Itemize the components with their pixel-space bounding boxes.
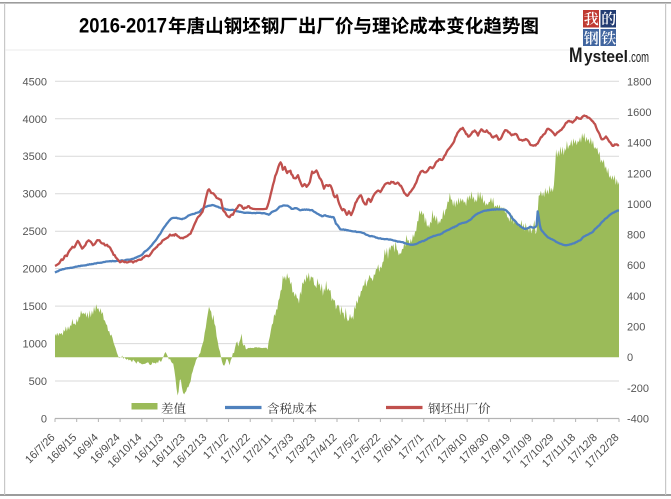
svg-text:4500: 4500 <box>23 76 47 88</box>
svg-text:3500: 3500 <box>23 151 47 163</box>
svg-text:2016-2017: 2016-2017 <box>79 14 167 38</box>
svg-text:-400: -400 <box>627 414 649 426</box>
svg-text:1000: 1000 <box>23 339 47 351</box>
svg-text:3000: 3000 <box>23 189 47 201</box>
svg-text:1600: 1600 <box>627 107 651 119</box>
svg-text:2500: 2500 <box>23 226 47 238</box>
svg-text:1500: 1500 <box>23 301 47 313</box>
svg-text:1200: 1200 <box>627 168 651 180</box>
svg-text:600: 600 <box>627 260 645 272</box>
svg-text:M: M <box>569 44 583 67</box>
svg-text:4000: 4000 <box>23 114 47 126</box>
svg-text:800: 800 <box>627 230 645 242</box>
svg-text:2000: 2000 <box>23 264 47 276</box>
svg-text:ysteel: ysteel <box>584 48 628 66</box>
svg-text:1000: 1000 <box>627 199 651 211</box>
svg-text:200: 200 <box>627 322 645 334</box>
svg-text:-200: -200 <box>627 383 649 395</box>
svg-text:.com: .com <box>629 49 650 66</box>
svg-text:0: 0 <box>627 352 633 364</box>
svg-text:1400: 1400 <box>627 138 651 150</box>
svg-text:400: 400 <box>627 291 645 303</box>
svg-text:0: 0 <box>41 414 47 426</box>
svg-text:1800: 1800 <box>627 76 651 88</box>
svg-text:500: 500 <box>29 376 47 388</box>
